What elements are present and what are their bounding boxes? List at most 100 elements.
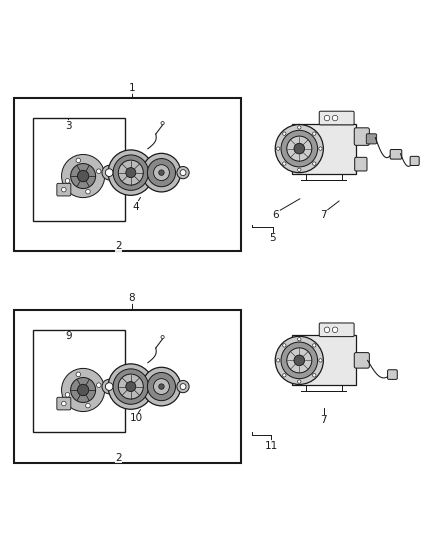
FancyBboxPatch shape	[319, 323, 354, 337]
Text: 7: 7	[321, 211, 327, 221]
Bar	[33, 118, 125, 221]
Text: 2: 2	[115, 453, 122, 463]
Circle shape	[297, 337, 301, 341]
Circle shape	[159, 384, 164, 389]
Circle shape	[118, 374, 143, 399]
Circle shape	[113, 155, 148, 190]
Circle shape	[313, 344, 316, 347]
Text: 10: 10	[130, 414, 143, 423]
Circle shape	[126, 382, 136, 392]
Circle shape	[65, 392, 70, 397]
Circle shape	[332, 115, 338, 121]
Circle shape	[297, 168, 301, 172]
Circle shape	[332, 327, 338, 333]
Circle shape	[177, 166, 189, 179]
Circle shape	[283, 344, 286, 347]
Circle shape	[62, 188, 66, 192]
Circle shape	[108, 364, 153, 409]
Circle shape	[65, 179, 70, 183]
Circle shape	[86, 189, 90, 194]
Circle shape	[142, 154, 181, 192]
Circle shape	[62, 401, 66, 406]
Circle shape	[319, 359, 322, 362]
Circle shape	[106, 383, 113, 391]
Bar	[33, 330, 125, 432]
FancyBboxPatch shape	[57, 397, 71, 410]
Circle shape	[147, 373, 176, 401]
Text: 8: 8	[128, 293, 135, 303]
Circle shape	[153, 378, 170, 394]
Circle shape	[96, 169, 101, 173]
Circle shape	[283, 374, 286, 377]
Circle shape	[71, 377, 95, 402]
Bar	[14, 99, 241, 251]
FancyBboxPatch shape	[319, 111, 354, 125]
Circle shape	[177, 381, 189, 393]
FancyBboxPatch shape	[366, 134, 377, 144]
Text: 1: 1	[128, 83, 135, 93]
Circle shape	[294, 141, 300, 147]
Text: 9: 9	[65, 332, 72, 341]
Circle shape	[276, 359, 280, 362]
Circle shape	[324, 327, 330, 333]
Circle shape	[319, 147, 322, 150]
Circle shape	[313, 132, 316, 135]
Circle shape	[294, 355, 304, 366]
FancyBboxPatch shape	[354, 353, 369, 368]
FancyBboxPatch shape	[354, 128, 369, 146]
Circle shape	[281, 131, 318, 167]
Circle shape	[180, 169, 186, 175]
Circle shape	[76, 158, 81, 163]
Circle shape	[118, 160, 143, 185]
FancyBboxPatch shape	[410, 156, 419, 165]
Bar	[14, 310, 241, 463]
Circle shape	[76, 372, 81, 377]
Circle shape	[86, 403, 90, 408]
Circle shape	[283, 132, 286, 135]
Text: 6: 6	[272, 211, 279, 221]
Text: 4: 4	[133, 201, 139, 212]
Circle shape	[294, 153, 300, 159]
Circle shape	[102, 165, 117, 180]
Circle shape	[294, 143, 304, 154]
FancyBboxPatch shape	[57, 183, 71, 196]
Circle shape	[78, 384, 89, 395]
FancyBboxPatch shape	[355, 157, 367, 171]
Circle shape	[287, 348, 312, 373]
Circle shape	[147, 158, 176, 187]
Circle shape	[113, 369, 148, 404]
Circle shape	[297, 126, 301, 129]
FancyBboxPatch shape	[390, 149, 402, 159]
Circle shape	[108, 150, 153, 195]
Circle shape	[324, 115, 330, 121]
Circle shape	[62, 368, 105, 411]
Circle shape	[78, 171, 89, 182]
Circle shape	[297, 380, 301, 383]
Circle shape	[62, 155, 105, 198]
Circle shape	[96, 383, 101, 387]
Circle shape	[275, 125, 323, 173]
Circle shape	[283, 162, 286, 165]
Text: 3: 3	[65, 121, 72, 131]
Text: 11: 11	[265, 440, 278, 450]
Bar	[292, 335, 356, 385]
Circle shape	[142, 367, 181, 406]
Circle shape	[159, 170, 164, 175]
Circle shape	[126, 168, 136, 177]
Circle shape	[313, 162, 316, 165]
Circle shape	[276, 147, 280, 150]
Circle shape	[287, 136, 312, 161]
Circle shape	[161, 122, 164, 125]
Circle shape	[161, 335, 164, 338]
Text: 7: 7	[321, 415, 327, 425]
Text: 5: 5	[269, 233, 276, 243]
Circle shape	[71, 164, 95, 189]
FancyBboxPatch shape	[388, 370, 397, 379]
Bar	[292, 124, 356, 174]
Circle shape	[106, 169, 113, 176]
Circle shape	[313, 374, 316, 377]
Circle shape	[102, 379, 117, 394]
Circle shape	[281, 342, 318, 378]
Text: 2: 2	[115, 241, 122, 252]
Circle shape	[180, 384, 186, 390]
